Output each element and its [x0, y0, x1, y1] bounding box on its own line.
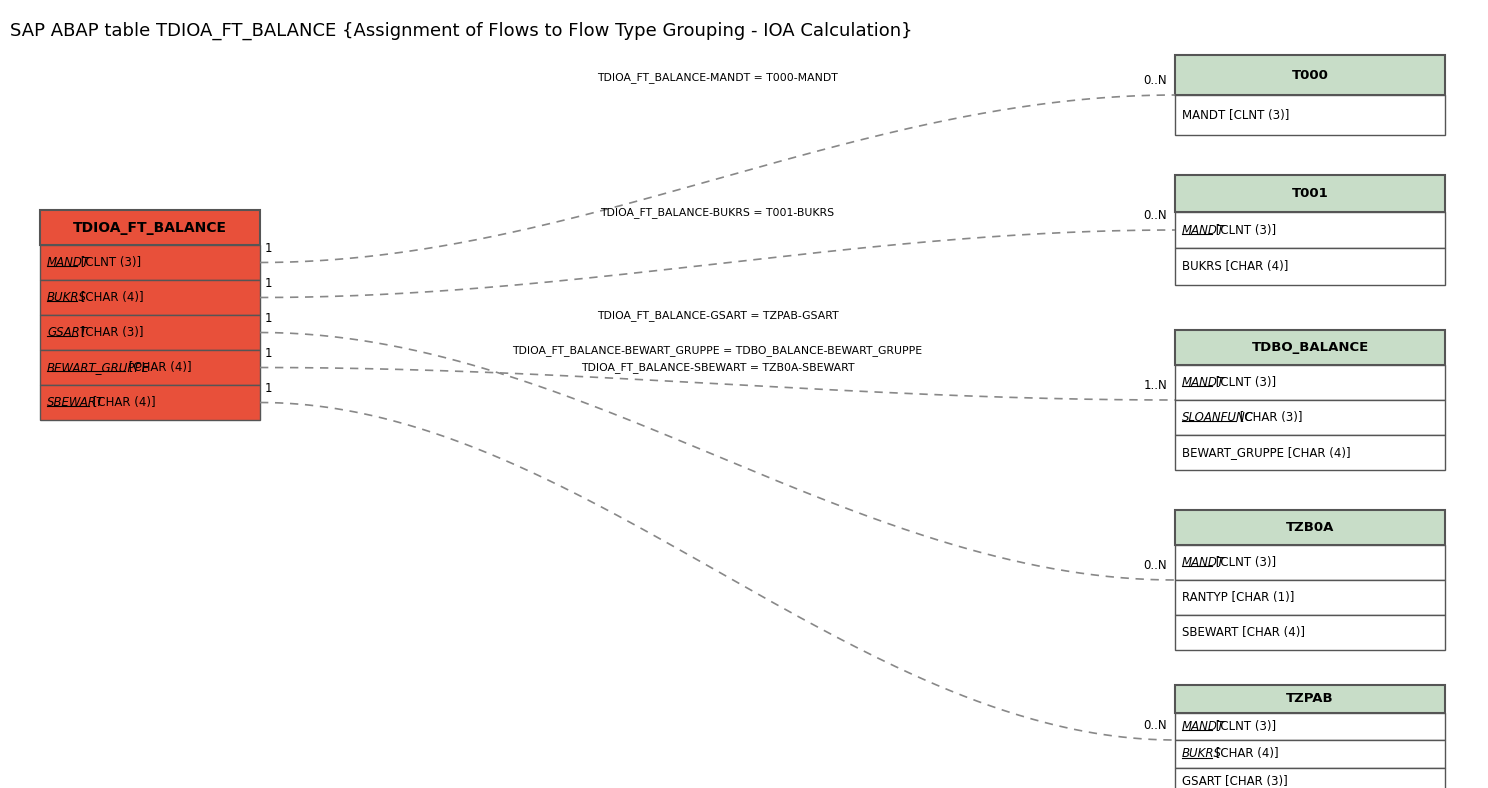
Bar [1176, 365, 1445, 400]
Bar [1176, 248, 1445, 285]
Text: SBEWART: SBEWART [48, 396, 104, 409]
Text: [CHAR (4)]: [CHAR (4)] [89, 396, 156, 409]
Bar [40, 315, 260, 350]
Text: BUKRS: BUKRS [48, 291, 86, 304]
Text: 1: 1 [265, 381, 272, 395]
Text: BEWART_GRUPPE: BEWART_GRUPPE [48, 361, 150, 374]
Bar [1176, 175, 1445, 212]
Text: TZB0A: TZB0A [1286, 521, 1335, 534]
Text: BEWART_GRUPPE [CHAR (4)]: BEWART_GRUPPE [CHAR (4)] [1181, 446, 1351, 459]
Bar [40, 350, 260, 385]
Text: 1: 1 [265, 241, 272, 255]
Text: T001: T001 [1292, 187, 1329, 200]
Bar [1176, 768, 1445, 788]
Bar [1176, 435, 1445, 470]
Text: [CLNT (3)]: [CLNT (3)] [1213, 376, 1277, 389]
Text: MANDT: MANDT [1181, 556, 1225, 569]
Text: BUKRS: BUKRS [1181, 747, 1222, 760]
Text: TDIOA_FT_BALANCE-GSART = TZPAB-GSART: TDIOA_FT_BALANCE-GSART = TZPAB-GSART [597, 310, 838, 321]
Text: [CHAR (3)]: [CHAR (3)] [1237, 411, 1302, 424]
Text: [CHAR (3)]: [CHAR (3)] [77, 326, 143, 339]
Text: 1..N: 1..N [1143, 379, 1167, 392]
Bar [1176, 510, 1445, 545]
Bar [40, 210, 260, 245]
Bar [1176, 55, 1445, 95]
Text: 0..N: 0..N [1143, 209, 1167, 222]
Bar [1176, 580, 1445, 615]
Text: MANDT: MANDT [1181, 224, 1225, 236]
Text: 1: 1 [265, 311, 272, 325]
Text: [CHAR (4)]: [CHAR (4)] [77, 291, 144, 304]
Text: SLOANFUNC: SLOANFUNC [1181, 411, 1254, 424]
Text: 0..N: 0..N [1143, 559, 1167, 572]
Text: TZPAB: TZPAB [1286, 692, 1333, 705]
Text: BUKRS [CHAR (4)]: BUKRS [CHAR (4)] [1181, 260, 1289, 273]
Bar [1176, 400, 1445, 435]
Text: 0..N: 0..N [1143, 719, 1167, 732]
Text: TDIOA_FT_BALANCE-BEWART_GRUPPE = TDBO_BALANCE-BEWART_GRUPPE: TDIOA_FT_BALANCE-BEWART_GRUPPE = TDBO_BA… [512, 344, 923, 355]
Text: TDIOA_FT_BALANCE-MANDT = T000-MANDT: TDIOA_FT_BALANCE-MANDT = T000-MANDT [597, 72, 838, 83]
Text: SAP ABAP table TDIOA_FT_BALANCE {Assignment of Flows to Flow Type Grouping - IOA: SAP ABAP table TDIOA_FT_BALANCE {Assignm… [10, 22, 912, 40]
Text: TDIOA_FT_BALANCE-SBEWART = TZB0A-SBEWART: TDIOA_FT_BALANCE-SBEWART = TZB0A-SBEWART [580, 362, 854, 373]
Text: [CLNT (3)]: [CLNT (3)] [1213, 719, 1277, 733]
Text: SBEWART [CHAR (4)]: SBEWART [CHAR (4)] [1181, 626, 1305, 639]
Text: MANDT: MANDT [1181, 719, 1225, 733]
Bar [1176, 712, 1445, 740]
Bar [1176, 685, 1445, 712]
Text: T000: T000 [1292, 69, 1329, 81]
Text: RANTYP [CHAR (1)]: RANTYP [CHAR (1)] [1181, 591, 1295, 604]
Bar [40, 245, 260, 280]
Text: MANDT: MANDT [48, 256, 89, 269]
Text: [CLNT (3)]: [CLNT (3)] [1213, 556, 1277, 569]
Text: GSART [CHAR (3)]: GSART [CHAR (3)] [1181, 775, 1287, 788]
Text: 1: 1 [265, 347, 272, 359]
Text: MANDT [CLNT (3)]: MANDT [CLNT (3)] [1181, 109, 1290, 121]
Bar [1176, 330, 1445, 365]
Bar [1176, 212, 1445, 248]
Bar [1176, 545, 1445, 580]
Text: [CHAR (4)]: [CHAR (4)] [125, 361, 192, 374]
Text: 1: 1 [265, 277, 272, 289]
Text: TDIOA_FT_BALANCE-BUKRS = T001-BUKRS: TDIOA_FT_BALANCE-BUKRS = T001-BUKRS [601, 207, 835, 218]
Text: [CLNT (3)]: [CLNT (3)] [1213, 224, 1277, 236]
Text: [CHAR (4)]: [CHAR (4)] [1213, 747, 1278, 760]
Bar [40, 280, 260, 315]
Bar [40, 385, 260, 420]
Bar [1176, 95, 1445, 135]
Text: [CLNT (3)]: [CLNT (3)] [77, 256, 141, 269]
Text: TDIOA_FT_BALANCE: TDIOA_FT_BALANCE [73, 221, 228, 235]
Text: TDBO_BALANCE: TDBO_BALANCE [1251, 341, 1369, 354]
Bar [1176, 740, 1445, 768]
Text: 0..N: 0..N [1143, 74, 1167, 87]
Bar [1176, 615, 1445, 650]
Text: GSART: GSART [48, 326, 86, 339]
Text: MANDT: MANDT [1181, 376, 1225, 389]
